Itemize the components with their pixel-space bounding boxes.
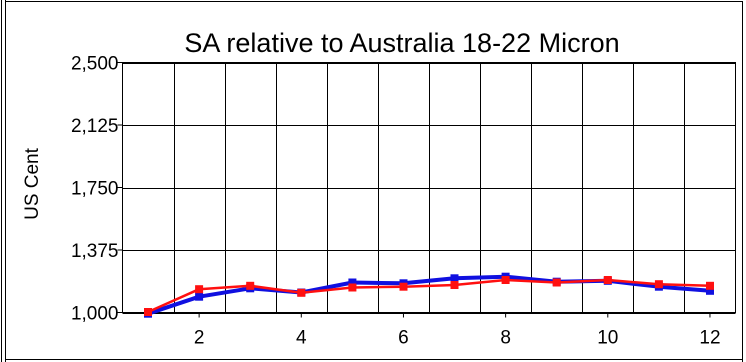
x-tick-label: 8 — [500, 328, 511, 349]
series-2-marker — [246, 281, 255, 290]
series-1-marker — [348, 278, 357, 287]
series-2-marker — [501, 276, 510, 284]
y-tick-label: 1,000 — [71, 304, 119, 325]
series-2-line — [147, 278, 711, 314]
series-group — [144, 272, 714, 318]
series-2-marker — [144, 308, 152, 316]
y-tick-label: 2,500 — [71, 54, 119, 75]
series-2-marker — [552, 278, 561, 287]
y-axis-ticks: 1,000 1,375 1,750 2,125 2,500 — [71, 54, 123, 325]
series-2-marker — [399, 282, 408, 291]
series-2-marker — [195, 285, 204, 294]
y-tick-label: 2,125 — [71, 116, 119, 137]
x-tick-label: 6 — [398, 328, 409, 349]
series-2-marker — [348, 283, 357, 292]
gridlines — [122, 62, 736, 314]
x-tick-label: 12 — [699, 328, 720, 349]
x-axis-ticks: 2 4 6 8 10 12 — [194, 312, 721, 349]
series-2-marker — [654, 280, 663, 289]
y-tick-label: 1,375 — [71, 241, 119, 262]
y-tick-label: 1,750 — [71, 179, 119, 200]
x-tick-label: 4 — [296, 328, 307, 349]
x-tick-label: 2 — [194, 328, 205, 349]
chart-title: SA relative to Australia 18-22 Micron — [184, 28, 619, 58]
y-axis-label: US Cent — [22, 147, 43, 220]
series-2-marker — [603, 276, 612, 284]
x-tick-label: 10 — [597, 328, 618, 349]
series-1-marker — [450, 274, 459, 283]
series-1-marker — [706, 286, 714, 295]
series-2-marker — [297, 288, 306, 297]
series-2-marker — [706, 281, 714, 290]
series-1-marker — [195, 292, 204, 301]
series-2-marker — [450, 281, 459, 289]
